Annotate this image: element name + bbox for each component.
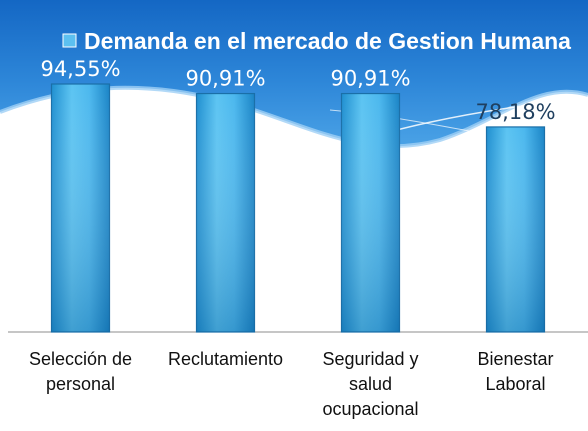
- bar-shade: [51, 84, 110, 332]
- category-label: salud: [349, 374, 392, 394]
- bar-shade: [196, 93, 255, 332]
- data-label: 78,18%: [475, 100, 555, 124]
- category-label: Bienestar: [477, 349, 553, 369]
- category-label: Reclutamiento: [168, 349, 283, 369]
- legend-label: Demanda en el mercado de Gestion Humana: [84, 28, 571, 54]
- category-label: Selección de: [29, 349, 132, 369]
- data-label: 90,91%: [330, 67, 410, 91]
- category-label: personal: [46, 374, 115, 394]
- category-labels-group: Selección de personal Reclutamiento Segurid…: [29, 349, 554, 419]
- category-label: Laboral: [485, 374, 545, 394]
- bars-group: [50, 83, 546, 333]
- bar-shade: [341, 93, 400, 332]
- category-label: Seguridad y: [322, 349, 418, 369]
- bar-shade: [486, 126, 545, 332]
- legend: Demanda en el mercado de Gestion Humana: [62, 28, 571, 54]
- data-label: 90,91%: [185, 67, 265, 91]
- value-labels-group: 94,55% 90,91% 90,91% 78,18%: [40, 57, 555, 124]
- category-label: ocupacional: [322, 399, 418, 419]
- data-label: 94,55%: [40, 57, 120, 81]
- legend-swatch: [62, 33, 77, 48]
